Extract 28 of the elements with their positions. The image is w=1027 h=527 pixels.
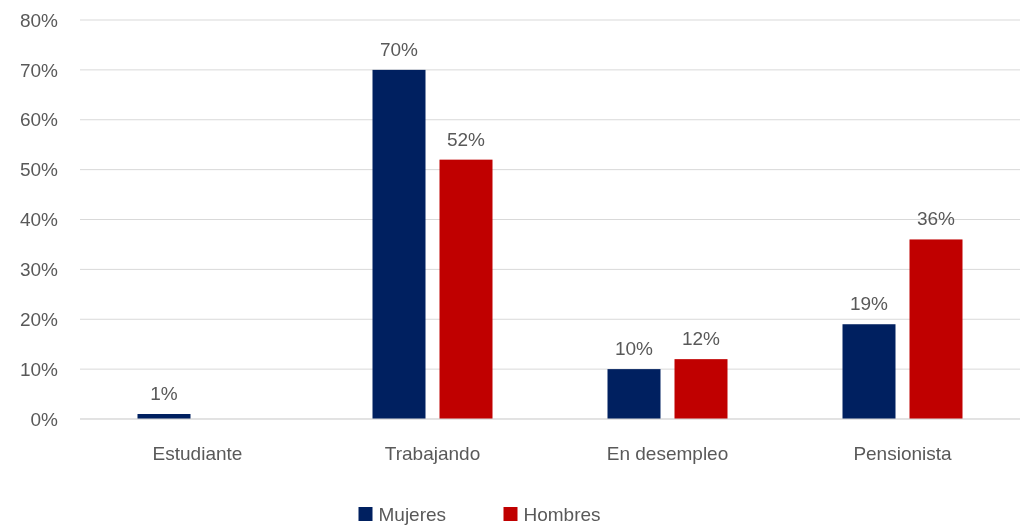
y-tick-label: 50%	[19, 159, 59, 181]
y-tick-label: 70%	[19, 59, 59, 81]
bar	[372, 69, 426, 419]
x-tick-label: En desempleo	[606, 443, 729, 464]
data-label: 52%	[446, 128, 486, 150]
y-tick-label: 40%	[19, 209, 59, 231]
x-tick-label: Estudiante	[152, 443, 243, 464]
x-tick-label: Trabajando	[384, 443, 481, 464]
x-tick-label: Pensionista	[853, 443, 953, 464]
bar	[909, 239, 963, 419]
bar	[439, 159, 493, 419]
data-label: 1%	[150, 383, 178, 405]
bar	[842, 324, 896, 419]
y-tick-label: 80%	[19, 9, 59, 31]
y-tick-label: 60%	[19, 109, 59, 131]
data-label: 70%	[379, 38, 419, 60]
y-tick-label: 10%	[19, 358, 59, 380]
data-label: 19%	[849, 293, 889, 315]
legend-label: Hombres	[523, 503, 601, 525]
y-tick-label: 30%	[19, 259, 59, 281]
y-tick-label: 0%	[30, 408, 59, 430]
y-tick-label: 20%	[19, 308, 59, 330]
bar	[674, 359, 728, 419]
data-label: 10%	[614, 338, 654, 360]
data-label: 12%	[681, 328, 721, 350]
data-label: 36%	[916, 208, 956, 230]
legend-label: Mujeres	[378, 503, 447, 525]
bar	[607, 369, 661, 419]
